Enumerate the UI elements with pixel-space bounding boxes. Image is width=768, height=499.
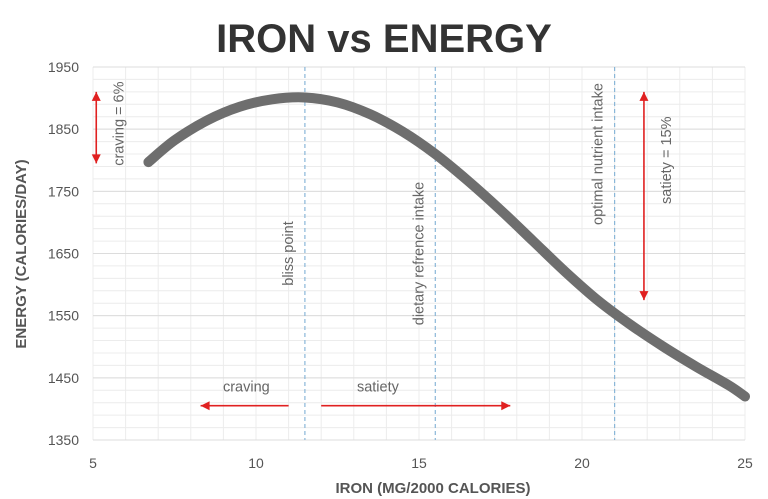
curve-layer [143,92,750,402]
annotation-labels: bliss point dietary refrence intake optima… [111,81,675,395]
x-tick-label: 10 [248,455,264,471]
reference-line-label: bliss point [281,221,297,285]
annotation-label: craving [223,380,270,396]
y-tick-label: 1550 [48,308,79,324]
reference-line-label: optimal nutrient intake [591,83,607,225]
arrow-head [91,91,101,101]
arrows [91,91,649,411]
x-tick-label: 20 [574,455,590,471]
arrow-head [501,401,511,411]
y-tick-label: 1950 [48,59,79,75]
x-tick-label: 5 [89,455,97,471]
x-axis-title: IRON (MG/2000 CALORIES) [335,480,530,497]
arrow-head [91,154,101,164]
annotation-label: craving = 6% [111,81,127,165]
series-line [143,92,750,402]
y-tick-label: 1650 [48,246,79,262]
tick-labels: 5 10 15 20 25 1350 1450 1550 1650 1750 1850 1950 [48,59,753,471]
y-axis-title: ENERGY (CALORIES/DAY) [13,159,30,348]
arrow-head [639,291,649,301]
x-tick-label: 25 [737,455,753,471]
arrow-head [200,401,210,411]
y-tick-label: 1850 [48,121,79,137]
y-tick-label: 1450 [48,370,79,386]
reference-line-label: dietary refrence intake [411,182,427,325]
chart-title: IRON vs ENERGY [216,17,552,61]
arrow-head [639,91,649,101]
y-tick-label: 1750 [48,183,79,199]
reference-lines [304,67,616,440]
annotation-label: satiety = 15% [659,116,675,204]
grid [92,66,746,441]
x-tick-label: 15 [411,455,427,471]
y-tick-label: 1350 [48,432,79,448]
annotation-label: satiety [357,380,400,396]
